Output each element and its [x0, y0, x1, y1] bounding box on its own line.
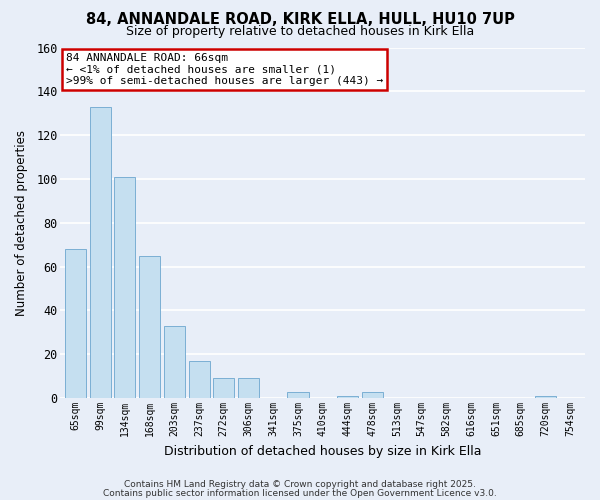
- Y-axis label: Number of detached properties: Number of detached properties: [15, 130, 28, 316]
- Bar: [238, 378, 259, 398]
- Bar: [89, 106, 110, 398]
- Bar: [362, 392, 383, 398]
- Bar: [114, 177, 136, 398]
- Bar: [164, 326, 185, 398]
- Text: 84, ANNANDALE ROAD, KIRK ELLA, HULL, HU10 7UP: 84, ANNANDALE ROAD, KIRK ELLA, HULL, HU1…: [86, 12, 514, 28]
- Bar: [65, 249, 86, 398]
- Bar: [287, 392, 308, 398]
- Text: Contains HM Land Registry data © Crown copyright and database right 2025.: Contains HM Land Registry data © Crown c…: [124, 480, 476, 489]
- Bar: [337, 396, 358, 398]
- Text: Contains public sector information licensed under the Open Government Licence v3: Contains public sector information licen…: [103, 488, 497, 498]
- Bar: [188, 361, 209, 398]
- Text: Size of property relative to detached houses in Kirk Ella: Size of property relative to detached ho…: [126, 25, 474, 38]
- Bar: [535, 396, 556, 398]
- Bar: [139, 256, 160, 398]
- X-axis label: Distribution of detached houses by size in Kirk Ella: Distribution of detached houses by size …: [164, 444, 481, 458]
- Text: 84 ANNANDALE ROAD: 66sqm
← <1% of detached houses are smaller (1)
>99% of semi-d: 84 ANNANDALE ROAD: 66sqm ← <1% of detach…: [66, 53, 383, 86]
- Bar: [213, 378, 234, 398]
